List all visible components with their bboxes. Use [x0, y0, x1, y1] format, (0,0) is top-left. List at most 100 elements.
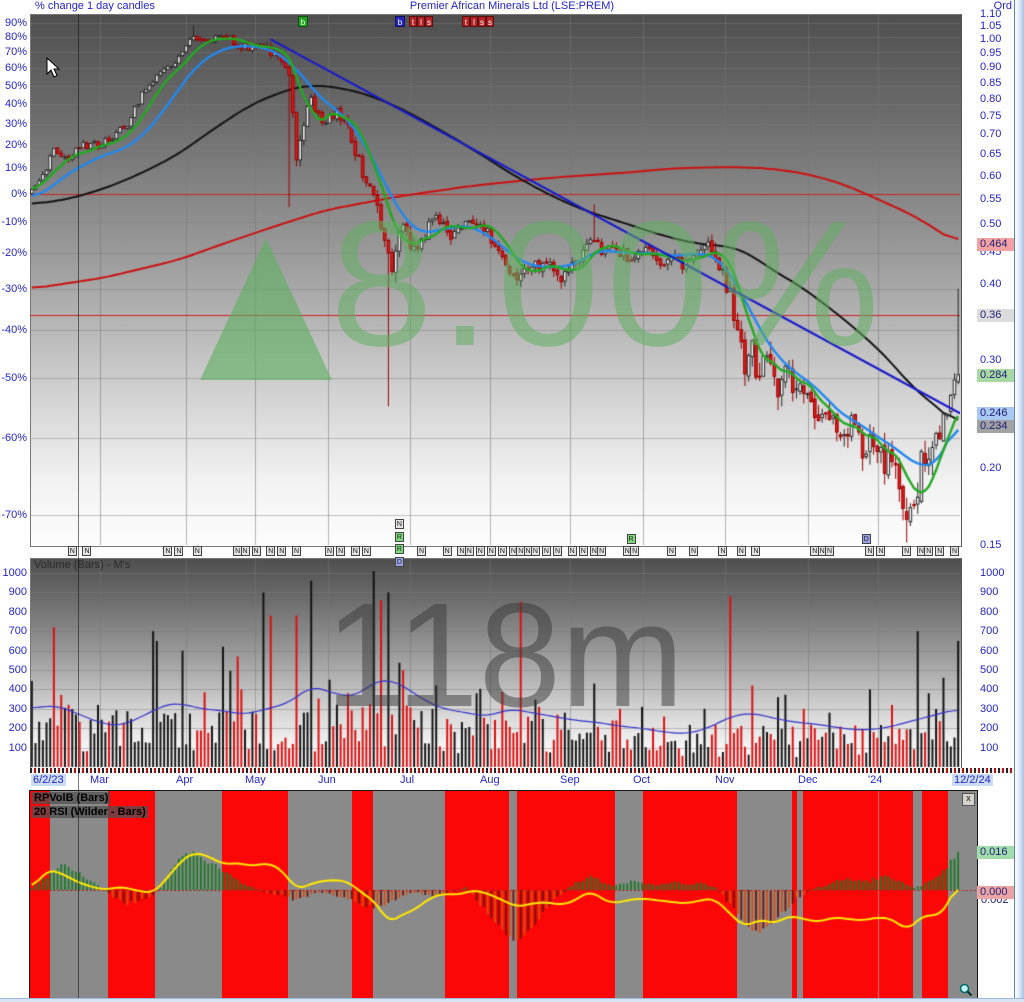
event-marker-stack[interactable]: R: [394, 544, 404, 554]
volume-axis-tick-left: 700: [8, 625, 27, 638]
news-marker[interactable]: N: [949, 546, 959, 556]
pct-axis-tick: 30%: [4, 117, 27, 130]
crosshair-line[interactable]: [78, 14, 79, 1000]
price-axis-tick: 0.30: [980, 354, 1002, 367]
news-marker[interactable]: N: [597, 546, 607, 556]
rsi-indicator-label: 20 RSI (Wilder - Bars): [32, 806, 148, 818]
news-marker[interactable]: N: [751, 546, 761, 556]
date-axis-label: Jun: [318, 774, 336, 786]
event-marker-top[interactable]: t: [409, 16, 417, 27]
volume-axis-tick-left: 1000: [2, 567, 27, 579]
event-marker-top[interactable]: l: [470, 16, 478, 27]
price-axis-tick: 0.40: [980, 277, 1002, 290]
price-axis-tick: 0.45: [980, 246, 1002, 259]
pct-axis-tick: 0%: [11, 187, 27, 200]
price-axis-tick: 0.80: [980, 92, 1002, 105]
news-marker[interactable]: N: [442, 546, 452, 556]
event-marker-top[interactable]: s: [486, 16, 494, 27]
price-axis-tick: 0.75: [980, 110, 1002, 123]
news-marker[interactable]: N: [174, 546, 184, 556]
pct-axis-tick: -10%: [1, 215, 27, 228]
rpvolb-zero-badge: 0.000: [977, 886, 1017, 899]
news-marker[interactable]: N: [251, 546, 261, 556]
price-axis-tick: 0.70: [980, 128, 1002, 141]
date-axis-label: '24: [868, 774, 883, 786]
price-axis-tick: 0.50: [980, 218, 1002, 231]
news-marker[interactable]: N: [865, 546, 875, 556]
news-marker[interactable]: N: [718, 546, 728, 556]
date-axis-label: May: [245, 774, 266, 786]
news-marker[interactable]: N: [876, 546, 886, 556]
volume-axis-tick-left: 900: [8, 586, 27, 599]
volume-axis-tick-left: 300: [8, 702, 27, 715]
pct-axis-tick: -50%: [1, 372, 27, 385]
news-marker[interactable]: N: [497, 546, 507, 556]
news-marker[interactable]: N: [192, 546, 202, 556]
news-marker[interactable]: N: [416, 546, 426, 556]
window-bottom-edge: [0, 998, 1024, 1002]
magnifier-icon[interactable]: [959, 983, 973, 997]
news-marker[interactable]: N: [163, 546, 173, 556]
news-marker[interactable]: N: [630, 546, 640, 556]
price-axis-tick: 0.90: [980, 61, 1002, 74]
news-marker[interactable]: N: [464, 546, 474, 556]
news-marker[interactable]: N: [361, 546, 371, 556]
news-marker[interactable]: N: [825, 546, 834, 556]
news-marker[interactable]: N: [475, 546, 485, 556]
news-marker[interactable]: N: [240, 546, 250, 556]
event-marker-stack[interactable]: R: [394, 531, 404, 542]
date-axis-label: Mar: [90, 774, 109, 786]
news-marker[interactable]: N: [688, 546, 698, 556]
event-marker-top[interactable]: s: [425, 16, 433, 27]
event-marker-stack[interactable]: D: [394, 556, 404, 567]
price-axis-tick: 0.55: [980, 192, 1002, 205]
price-chart-canvas[interactable]: [30, 14, 960, 545]
volume-chart-canvas[interactable]: [30, 558, 960, 768]
share-class-label: Ord: [993, 0, 1012, 12]
news-marker[interactable]: N: [292, 546, 301, 556]
rsi-panel[interactable]: RPVolB (Bars) 20 RSI (Wilder - Bars) x: [29, 790, 978, 1000]
event-marker[interactable]: D: [861, 534, 871, 544]
news-marker[interactable]: N: [578, 546, 588, 556]
news-marker[interactable]: N: [82, 546, 92, 556]
event-marker[interactable]: R: [626, 534, 636, 544]
news-marker[interactable]: N: [552, 546, 562, 556]
volume-axis-tick-left: 600: [8, 644, 27, 657]
news-marker[interactable]: N: [736, 546, 746, 556]
volume-axis-tick-right: 300: [980, 702, 999, 715]
price-axis-tick: 0.65: [980, 148, 1002, 161]
price-axis-tick: 1.05: [980, 20, 1002, 33]
rsi-chart-canvas[interactable]: [30, 791, 977, 999]
event-marker-stack[interactable]: N: [394, 519, 404, 529]
news-marker[interactable]: N: [266, 546, 276, 556]
event-marker-top[interactable]: t: [462, 16, 470, 27]
news-marker[interactable]: N: [902, 546, 912, 556]
volume-axis-tick-left: 100: [8, 741, 27, 754]
news-marker[interactable]: N: [336, 546, 346, 556]
pct-axis-tick: -70%: [1, 508, 27, 521]
news-marker[interactable]: N: [567, 546, 577, 556]
date-axis-label: Aug: [480, 774, 500, 786]
news-marker[interactable]: N: [541, 546, 551, 556]
event-marker-top[interactable]: b: [298, 16, 308, 27]
date-axis-label: Sep: [560, 774, 580, 786]
pct-axis-tick: 80%: [4, 30, 27, 43]
news-marker[interactable]: N: [325, 546, 335, 556]
date-axis-label: Oct: [633, 774, 651, 786]
news-marker[interactable]: N: [350, 546, 360, 556]
event-marker-top[interactable]: b: [395, 16, 405, 27]
news-marker[interactable]: N: [666, 546, 676, 556]
pct-axis-tick: -20%: [1, 247, 27, 260]
event-marker-top[interactable]: l: [417, 16, 425, 27]
news-marker[interactable]: N: [530, 546, 540, 556]
news-marker[interactable]: N: [935, 546, 945, 556]
news-marker[interactable]: N: [486, 546, 496, 556]
news-marker[interactable]: N: [67, 546, 77, 556]
news-marker[interactable]: N: [277, 546, 287, 556]
news-marker[interactable]: N: [924, 546, 934, 556]
date-axis-label: Apr: [176, 774, 194, 786]
rpvolb-indicator-label: RPVolB (Bars): [32, 792, 111, 804]
event-marker-top[interactable]: s: [478, 16, 486, 27]
close-icon[interactable]: x: [962, 793, 975, 806]
